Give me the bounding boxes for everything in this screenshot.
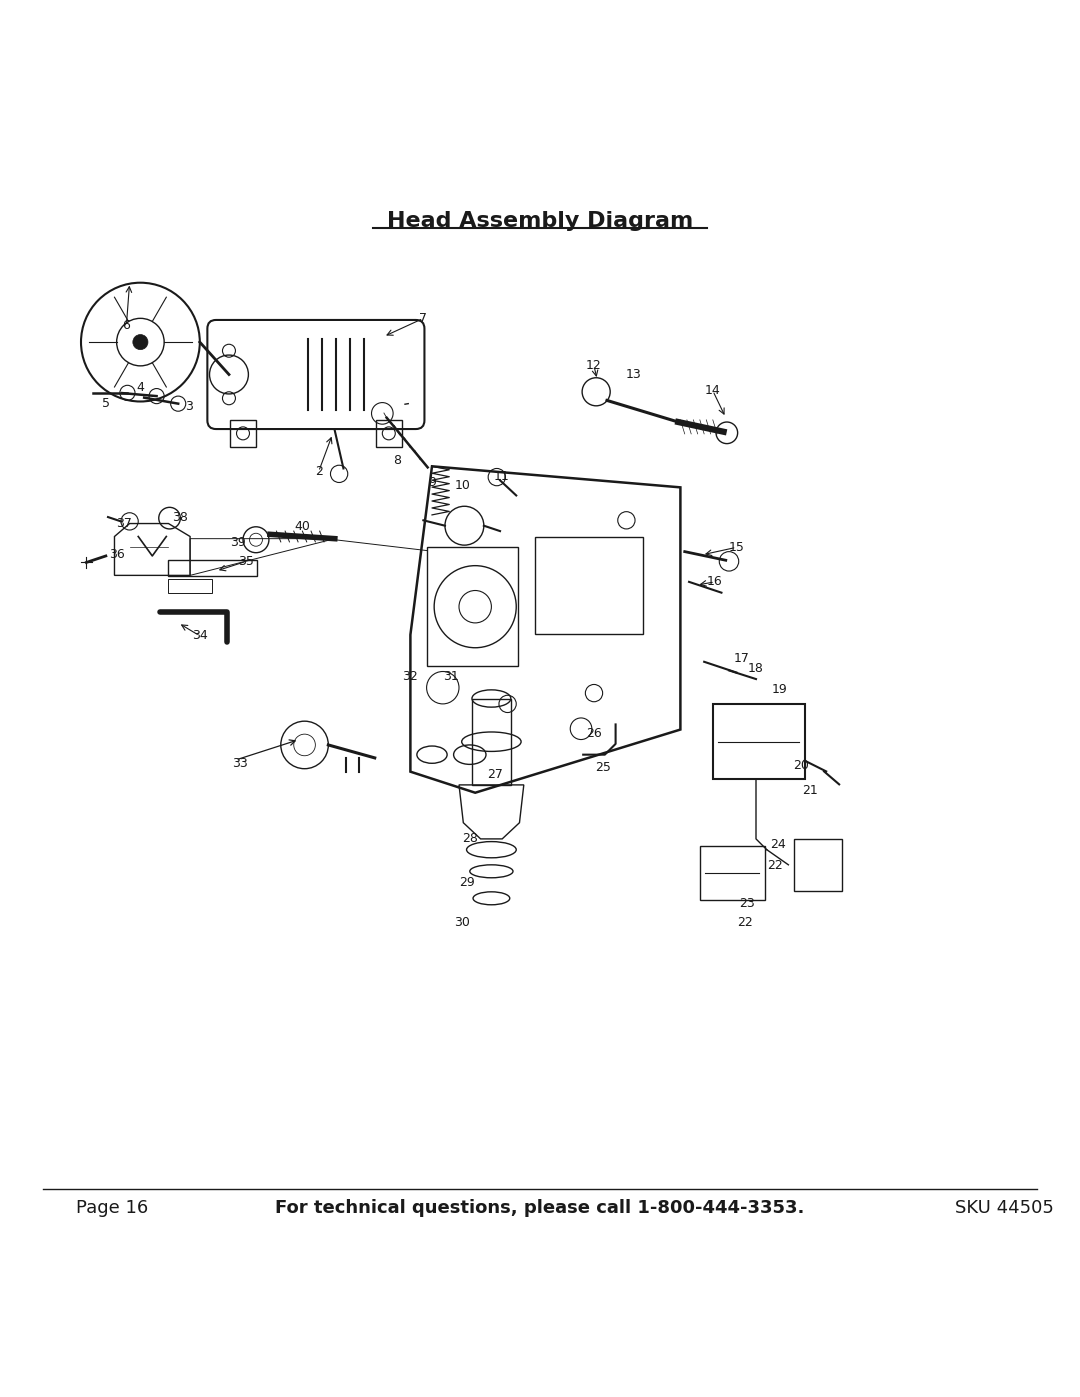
Text: 15: 15: [729, 541, 744, 553]
Text: 8: 8: [393, 454, 402, 468]
Text: 18: 18: [748, 662, 764, 675]
Text: 37: 37: [117, 517, 132, 529]
Text: 10: 10: [455, 479, 470, 492]
Text: 25: 25: [595, 761, 610, 774]
Text: 22: 22: [738, 915, 753, 929]
Text: 29: 29: [459, 876, 474, 888]
Text: 21: 21: [802, 784, 818, 796]
Text: 16: 16: [707, 576, 723, 588]
Text: 33: 33: [232, 757, 247, 770]
Text: 11: 11: [494, 469, 509, 482]
Text: 14: 14: [705, 384, 720, 397]
Text: 19: 19: [772, 683, 787, 696]
Text: 39: 39: [230, 536, 245, 549]
Text: 28: 28: [462, 833, 477, 845]
Bar: [427, 548, 518, 666]
Bar: [535, 536, 643, 634]
Text: Head Assembly Diagram: Head Assembly Diagram: [387, 211, 693, 231]
Bar: [230, 420, 256, 447]
Text: 36: 36: [109, 549, 124, 562]
Text: 9: 9: [428, 476, 436, 489]
Text: 40: 40: [295, 520, 310, 534]
Text: 32: 32: [403, 671, 418, 683]
Text: 3: 3: [185, 401, 193, 414]
Text: 31: 31: [444, 671, 459, 683]
Text: 24: 24: [770, 838, 785, 851]
Text: 38: 38: [173, 510, 188, 524]
Text: 2: 2: [314, 465, 323, 478]
Bar: [713, 704, 805, 780]
Text: 23: 23: [740, 897, 755, 911]
Text: Page 16: Page 16: [76, 1199, 148, 1217]
Text: 17: 17: [734, 652, 750, 665]
Text: 4: 4: [136, 381, 145, 394]
Text: For technical questions, please call 1-800-444-3353.: For technical questions, please call 1-8…: [275, 1199, 805, 1217]
Bar: [168, 578, 212, 592]
Bar: [794, 840, 842, 891]
Bar: [472, 698, 511, 785]
Text: 7: 7: [419, 312, 428, 326]
Text: 20: 20: [794, 759, 809, 773]
Text: 35: 35: [239, 555, 254, 567]
Text: 27: 27: [487, 767, 502, 781]
Text: 12: 12: [586, 359, 602, 373]
Bar: [376, 420, 402, 447]
Text: 34: 34: [192, 630, 207, 643]
Text: SKU 44505: SKU 44505: [955, 1199, 1054, 1217]
Text: 30: 30: [455, 915, 470, 929]
Text: 26: 26: [586, 726, 602, 739]
Bar: [700, 847, 765, 901]
Text: 13: 13: [626, 367, 642, 381]
Text: 5: 5: [102, 397, 110, 411]
Circle shape: [133, 334, 148, 349]
Text: 22: 22: [768, 859, 783, 872]
Text: 6: 6: [122, 320, 131, 332]
